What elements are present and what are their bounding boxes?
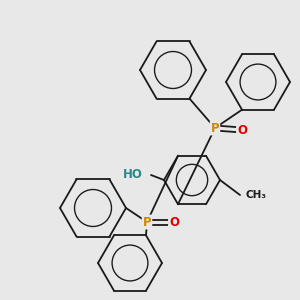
Text: HO: HO [123,169,143,182]
Text: O: O [169,215,179,229]
Text: P: P [211,122,219,134]
Text: CH₃: CH₃ [246,190,267,200]
Text: O: O [237,124,247,136]
Text: P: P [143,215,151,229]
